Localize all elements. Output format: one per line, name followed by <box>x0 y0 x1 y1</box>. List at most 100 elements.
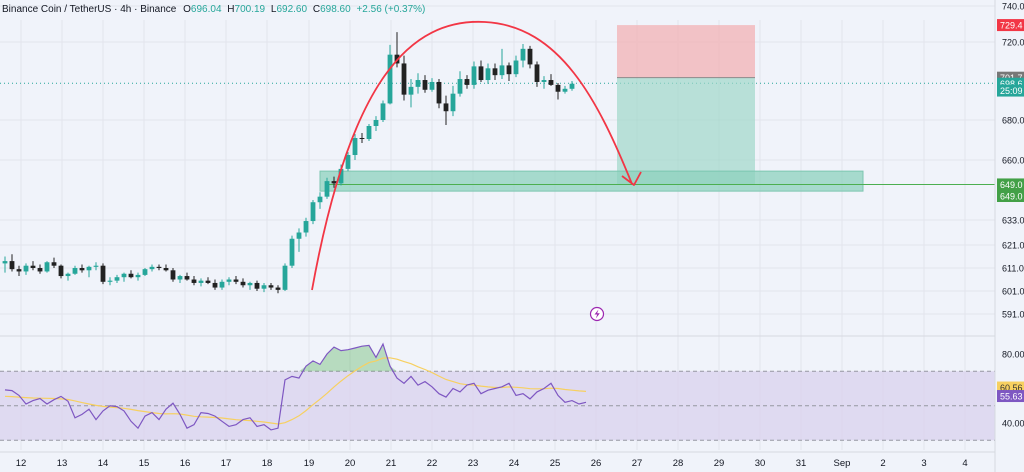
candle-body <box>86 266 92 271</box>
change-value: +2.56 (+0.37%) <box>356 4 425 15</box>
candle-body <box>310 202 316 222</box>
candle-body <box>275 287 281 290</box>
lightning-icon[interactable] <box>589 306 605 322</box>
candle-body <box>128 273 134 278</box>
price-tick-label: 611.00 <box>1002 264 1024 274</box>
time-tick-label: 31 <box>796 458 807 469</box>
candle-body <box>37 268 43 272</box>
time-tick-label: 13 <box>57 458 68 469</box>
candle-body <box>443 103 449 112</box>
candle-body <box>135 274 141 278</box>
price-badge-label: 698.6 <box>1000 79 1023 89</box>
time-tick-label: 22 <box>427 458 438 469</box>
close-value: 698.60 <box>320 4 351 15</box>
price-badge <box>997 190 1024 203</box>
close-label: C <box>313 4 320 15</box>
candle-body <box>233 279 239 282</box>
candle-body <box>51 262 57 266</box>
candle-body <box>16 269 22 272</box>
candle-body <box>212 282 218 288</box>
time-tick-label: 4 <box>962 458 967 469</box>
price-badge-label: 649.0 <box>1000 192 1023 202</box>
candle-body <box>492 68 498 76</box>
support-zone <box>319 170 864 192</box>
candle-body <box>345 155 351 169</box>
price-badge-label: 729.4 <box>1000 21 1023 31</box>
time-tick-label: 27 <box>632 458 643 469</box>
candle-body <box>429 81 435 90</box>
price-tick-label: 660.00 <box>1002 156 1024 166</box>
time-tick-label: 14 <box>98 458 109 469</box>
header: Binance Coin / TetherUS · 4h · Binance O… <box>2 4 425 15</box>
price-badge-label: 649.0 <box>1000 180 1023 190</box>
candle-body <box>282 265 288 290</box>
candle-body <box>226 279 232 282</box>
candle-body <box>23 265 29 272</box>
candle-body <box>30 265 36 268</box>
candle-body <box>44 262 50 272</box>
candle-body <box>93 265 99 267</box>
stop-loss-zone <box>617 25 755 78</box>
candle-body <box>219 281 225 288</box>
candle-body <box>72 268 78 274</box>
candle-body <box>324 181 330 197</box>
time-tick-label: 19 <box>304 458 315 469</box>
candle-body <box>541 80 547 82</box>
drawings <box>311 21 642 291</box>
candle-body <box>184 276 190 280</box>
candle-body <box>191 279 197 283</box>
candle-body <box>562 88 568 92</box>
candle-body <box>114 277 120 281</box>
candle-body <box>247 282 253 286</box>
rsi-badge <box>997 390 1024 403</box>
candle-body <box>387 54 393 104</box>
price-tick-label: 720.00 <box>1002 38 1024 48</box>
rsi-badge-label: 60.56 <box>1000 383 1023 393</box>
candle-body <box>569 83 575 89</box>
candle-body <box>100 265 106 282</box>
candle-body <box>177 276 183 280</box>
arc-arrow <box>311 21 633 291</box>
candle-body <box>408 86 414 95</box>
price-tick-label: 680.00 <box>1002 116 1024 126</box>
time-tick-label: 23 <box>468 458 479 469</box>
time-tick-label: 3 <box>921 458 926 469</box>
candle-body <box>121 273 127 278</box>
arrow-head <box>621 171 642 186</box>
candle-body <box>79 268 85 271</box>
candle-body <box>2 261 8 264</box>
candle-body <box>296 232 302 239</box>
price-tick-label: 740.00 <box>1002 2 1024 12</box>
time-tick-label: 29 <box>714 458 725 469</box>
rsi-overbought-fill <box>5 344 586 372</box>
candle-body <box>464 79 470 85</box>
rsi-tick-label: 80.00 <box>1002 350 1024 360</box>
candle-body <box>499 65 505 76</box>
time-tick-label: 12 <box>16 458 27 469</box>
candle-body <box>457 79 463 94</box>
candle-body <box>366 126 372 139</box>
candle-body <box>506 65 512 75</box>
candle-body <box>156 266 162 268</box>
candle-body <box>534 64 540 82</box>
rsi-badge-label: 55.63 <box>1000 392 1023 402</box>
candle-body <box>170 270 176 280</box>
price-badge-label: 25:09 <box>1000 86 1023 96</box>
price-tick-label: 591.00 <box>1002 310 1024 320</box>
candle-body <box>527 48 533 65</box>
candle-body <box>317 196 323 203</box>
candle-body <box>163 268 169 271</box>
time-tick-label: 15 <box>139 458 150 469</box>
candle-body <box>520 48 526 61</box>
candle-body <box>107 280 113 282</box>
time-tick-label: Sep <box>834 458 851 469</box>
low-value: 692.60 <box>276 4 307 15</box>
price-tick-label: 601.00 <box>1002 287 1024 297</box>
candle-body <box>373 120 379 126</box>
time-tick-label: 17 <box>221 458 232 469</box>
low-label: L <box>271 4 277 15</box>
candle-body <box>9 261 15 270</box>
